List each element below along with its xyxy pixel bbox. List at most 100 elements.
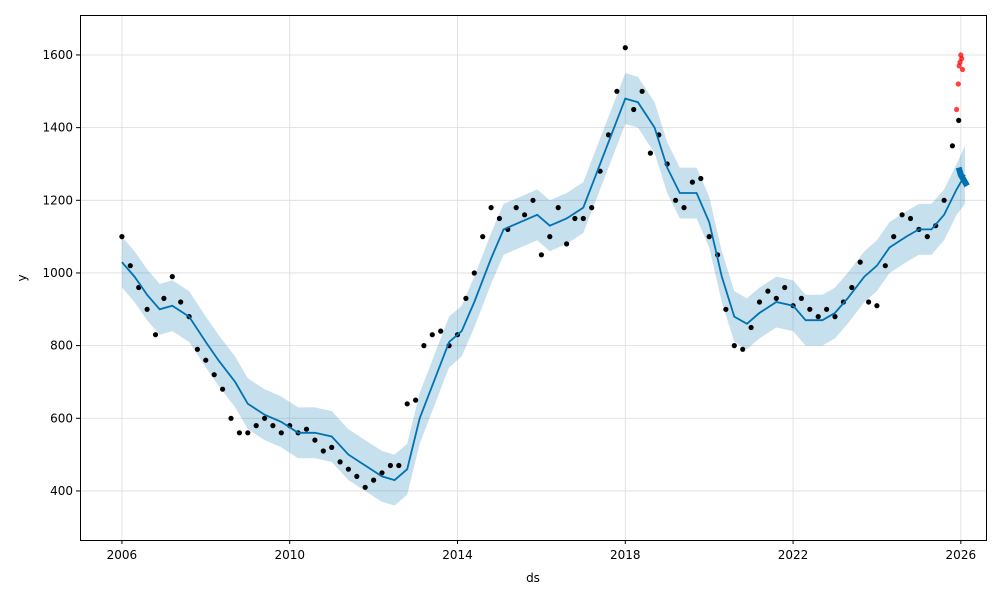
outlier-points-layer [954,52,966,113]
y-tick-label: 1000 [42,266,73,280]
observed-point [555,205,561,211]
future-forecast-line [955,166,970,188]
observed-point [723,306,729,312]
observed-point [194,346,200,352]
observed-point [303,426,310,432]
observed-point [488,205,494,211]
observed-point [874,303,880,309]
observed-point [639,88,645,94]
observed-point [480,234,486,240]
observed-point [270,423,276,429]
y-axis-label: y [15,274,29,281]
observed-point [127,263,133,269]
observed-point [329,444,335,450]
observed-point [320,448,326,454]
observed-point [857,259,863,265]
observed-point [463,295,469,301]
observed-point [387,462,393,469]
outlier-point [955,81,961,87]
observed-point [589,205,595,211]
y-tick-label: 600 [50,411,73,425]
x-tick-label: 2014 [442,548,473,562]
observed-point [152,332,159,338]
observed-point [228,415,234,421]
forecast-line-layer [121,97,970,482]
x-tick-label: 2010 [274,548,305,562]
observed-point [337,459,343,465]
observed-point [471,270,477,276]
observed-point [438,328,444,334]
observed-point [312,437,318,443]
observed-point [178,299,184,305]
observed-point [832,314,838,320]
forecast-line [121,97,966,482]
observed-point [379,470,385,476]
observed-point [622,45,628,51]
y-tick-label: 400 [50,484,73,498]
x-axis-label: ds [526,571,540,585]
observed-point [731,343,737,349]
observed-point [513,205,519,211]
plot-frame [80,15,987,541]
y-tick-label: 1600 [42,48,73,62]
observed-point [429,332,435,338]
observed-point [547,234,553,240]
observed-point [706,234,712,240]
y-tick-label: 1200 [42,193,73,207]
x-tick-label: 2026 [946,548,977,562]
observed-point [681,205,687,211]
observed-point [572,215,578,222]
outlier-point [959,66,966,73]
observed-point [631,106,637,113]
observed-point [236,430,242,436]
observed-point [614,88,620,94]
observed-point [580,215,586,222]
observed-point [941,197,947,203]
observed-point [673,197,679,203]
observed-point [421,343,427,349]
observed-point [647,150,654,156]
grid-layer [80,15,986,540]
x-tick-label: 2006 [107,548,138,562]
observed-point [924,234,930,240]
observed-point [740,346,746,352]
observed-point [161,295,167,301]
observed-point [956,117,962,123]
observed-point [262,415,268,421]
observed-point [882,263,888,269]
observed-point [538,252,545,258]
observed-point [824,306,830,312]
observed-point [815,314,821,320]
observed-point [362,484,368,490]
uncertainty-band [121,73,965,506]
observed-point [354,473,360,479]
observed-point [245,430,251,436]
y-ticks: 400 600 800 1000 1200 1400 1600 [42,48,80,498]
observed-point [765,288,771,294]
observed-point [404,401,410,407]
observed-point [949,143,956,149]
observed-point [220,386,226,392]
observed-point [756,299,763,305]
observed-point [530,197,536,203]
observed-point [496,215,502,222]
observed-point [907,215,914,222]
observed-point [773,295,779,301]
y-tick-label: 1400 [42,121,73,135]
observed-point [605,132,612,138]
observed-point [698,175,704,182]
observed-point [371,477,377,483]
observed-point [413,397,419,403]
outlier-point [954,106,960,113]
observed-point [891,234,897,240]
observed-point [689,179,696,185]
observed-point [144,306,150,312]
observed-point [597,168,603,174]
observed-point [253,423,259,429]
observed-point [211,372,217,378]
x-tick-label: 2018 [610,548,641,562]
observed-point [782,284,788,291]
observed-point [849,284,855,291]
x-tick-label: 2022 [778,548,809,562]
